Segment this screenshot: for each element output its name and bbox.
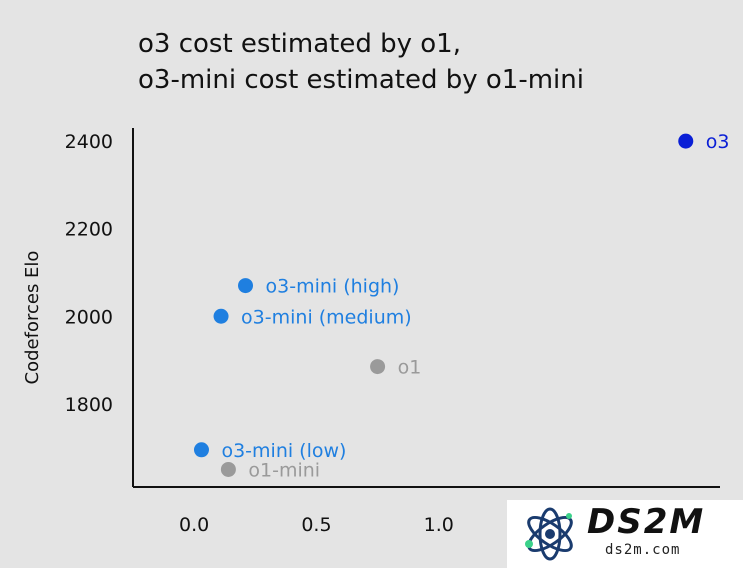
data-point	[213, 308, 229, 324]
y-axis-label: Codeforces Elo	[22, 251, 43, 385]
data-point-label: o3-mini (low)	[221, 440, 346, 462]
watermark-site: ds2m.com	[605, 542, 681, 558]
watermark-brand: DS2M	[587, 502, 706, 542]
y-tick-label: 2200	[65, 219, 113, 241]
x-tick-label: 0.0	[179, 514, 209, 536]
data-point-label: o3-mini (high)	[266, 276, 400, 298]
x-tick-label: 1.0	[424, 514, 454, 536]
x-tick-label: 0.5	[301, 514, 331, 536]
data-point-label: o1	[398, 357, 422, 379]
watermark: DS2M ds2m.com	[507, 500, 743, 568]
data-point	[370, 359, 386, 375]
atom-logo-icon	[525, 507, 573, 561]
data-point	[678, 133, 694, 149]
chart-title-line-1: o3 cost estimated by o1,	[138, 29, 461, 59]
data-point-label: o3-mini (medium)	[241, 306, 412, 328]
chart-title: o3 cost estimated by o1, o3-mini cost es…	[138, 26, 584, 98]
chart-title-line-2: o3-mini cost estimated by o1-mini	[138, 65, 584, 95]
y-tick-label: 1800	[65, 394, 113, 416]
data-point	[238, 278, 254, 294]
data-point	[193, 442, 209, 458]
points-layer: o3 o3-mini (high) o3-mini (medium) o1 o3-min…	[193, 131, 730, 481]
data-point	[220, 461, 236, 477]
y-tick-label: 2000	[65, 306, 113, 328]
data-point-label: o1-mini	[248, 459, 320, 481]
data-point-label: o3	[706, 131, 730, 153]
y-tick-label: 2400	[65, 131, 113, 153]
